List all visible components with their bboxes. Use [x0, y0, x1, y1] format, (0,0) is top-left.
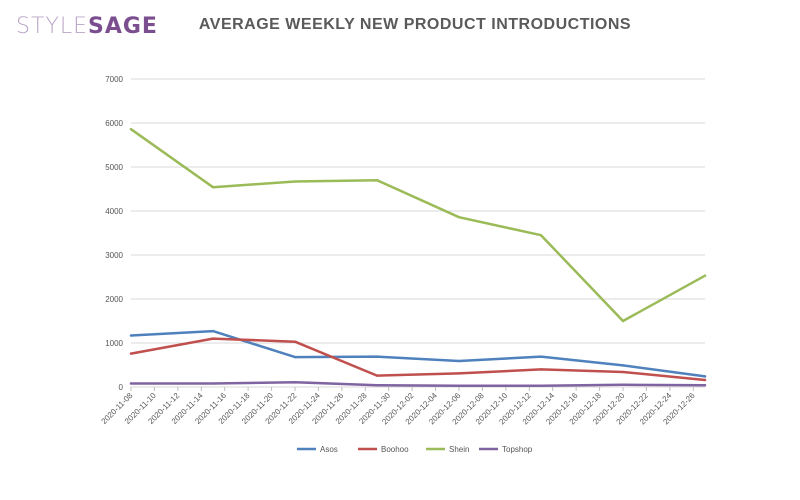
data-point-asos: [457, 359, 461, 363]
data-point-boohoo: [211, 337, 215, 340]
y-tick-label: 6000: [105, 119, 123, 128]
y-tick-label: 1000: [105, 339, 123, 348]
data-point-asos: [539, 355, 543, 358]
series-line-shein: [129, 127, 707, 323]
y-tick-label: 5000: [105, 163, 123, 172]
y-tick-label: 0: [119, 383, 124, 392]
data-point-topshop: [457, 384, 461, 387]
series-line-asos: [129, 329, 707, 378]
data-point-shein: [375, 179, 379, 182]
data-point-topshop: [621, 383, 625, 386]
data-point-shein: [621, 319, 625, 323]
brand-logo-part2: SAGE: [88, 14, 158, 39]
data-point-asos: [293, 355, 297, 359]
data-point-topshop: [703, 384, 707, 387]
brand-logo-part1: STYLE: [16, 14, 88, 39]
data-point-shein: [293, 180, 297, 183]
data-point-asos: [129, 334, 133, 337]
y-tick-label: 4000: [105, 207, 123, 216]
legend-label-topshop: Topshop: [502, 445, 533, 454]
data-point-boohoo: [293, 340, 297, 343]
data-point-shein: [539, 234, 543, 237]
data-point-asos: [621, 364, 625, 367]
series-line-topshop: [129, 380, 707, 387]
data-point-shein: [457, 215, 461, 219]
legend-label-boohoo: Boohoo: [381, 445, 409, 454]
y-tick-label: 3000: [105, 251, 123, 260]
data-point-topshop: [375, 384, 379, 387]
data-point-shein: [211, 186, 215, 189]
legend-label-shein: Shein: [449, 445, 469, 454]
data-point-topshop: [293, 380, 297, 384]
y-tick-label: 7000: [105, 75, 123, 84]
data-point-boohoo: [457, 372, 461, 375]
data-point-shein: [703, 274, 707, 277]
series-line-boohoo: [129, 337, 707, 382]
data-point-shein: [129, 127, 133, 131]
data-point-topshop: [539, 384, 543, 387]
data-point-boohoo: [621, 370, 625, 374]
legend-label-asos: Asos: [320, 445, 338, 454]
data-point-boohoo: [703, 378, 707, 382]
data-point-topshop: [129, 382, 133, 385]
data-point-boohoo: [539, 368, 543, 371]
brand-logo: STYLESAGE: [16, 14, 158, 39]
data-point-asos: [375, 355, 379, 358]
y-tick-label: 2000: [105, 295, 123, 304]
chart-title: AVERAGE WEEKLY NEW PRODUCT INTRODUCTIONS: [198, 16, 632, 33]
data-point-asos: [703, 375, 707, 378]
data-point-boohoo: [129, 352, 133, 355]
data-point-asos: [211, 329, 215, 333]
data-point-topshop: [211, 382, 215, 385]
data-point-boohoo: [375, 374, 379, 377]
